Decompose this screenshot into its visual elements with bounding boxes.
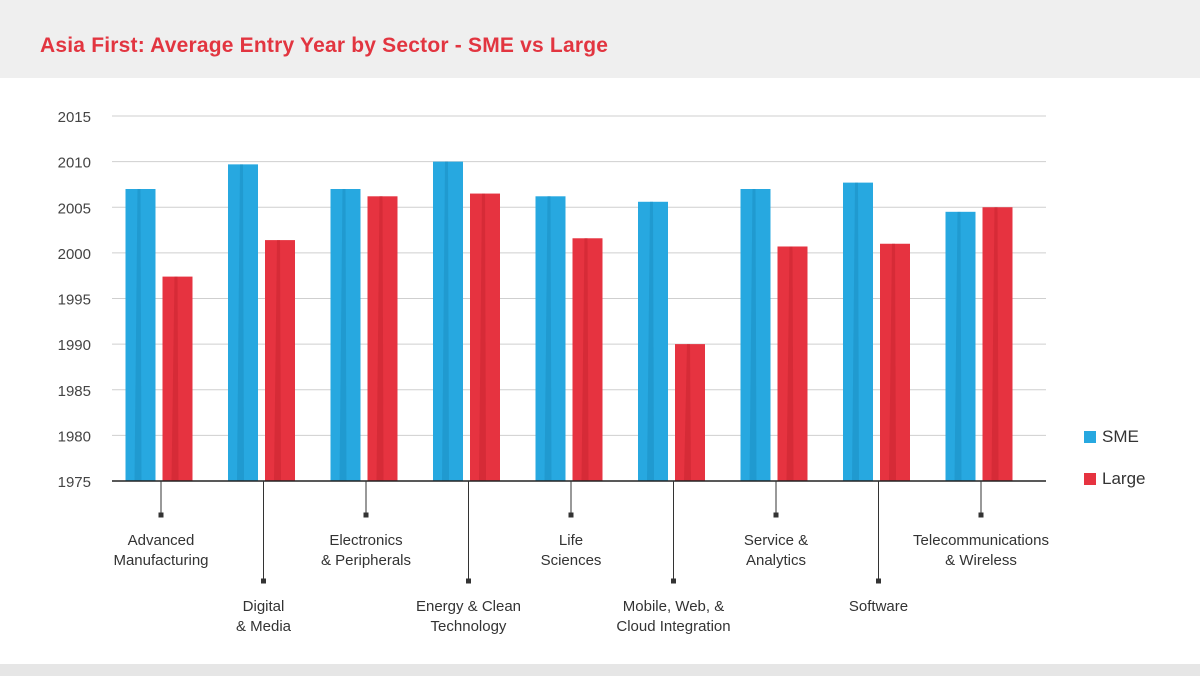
- bar-sme: [843, 182, 873, 482]
- x-tick-label: Digital & Media: [236, 598, 292, 635]
- x-label-marker: [671, 578, 676, 584]
- y-tick-label: 1990: [58, 337, 91, 354]
- bar-sme: [945, 211, 976, 481]
- x-label-marker: [158, 512, 164, 518]
- y-tick-label: 2015: [58, 109, 91, 126]
- x-tick-label: Telecommunications & Wireless: [913, 532, 1049, 569]
- bar-large: [265, 240, 295, 481]
- x-label-marker: [466, 578, 471, 584]
- chart-title: Asia First: Average Entry Year by Sector…: [40, 34, 609, 57]
- bar-sme: [228, 164, 258, 482]
- title-bar: Asia First: Average Entry Year by Sector…: [0, 0, 1200, 78]
- x-tick-label: Advanced Manufacturing: [113, 532, 208, 569]
- y-tick-label: 1985: [58, 383, 91, 400]
- bars: [125, 161, 1013, 482]
- y-axis-ticks: 2015 2010 2005 2000 1995 1990 1985 1980 1975: [58, 109, 91, 491]
- bar-large: [675, 344, 705, 481]
- x-tick-label: Life Sciences: [541, 532, 602, 569]
- legend-label-large: Large: [1102, 469, 1146, 488]
- legend-label-sme: SME: [1102, 427, 1139, 446]
- legend-item-large: Large: [1084, 469, 1145, 489]
- x-label-marker: [876, 578, 881, 584]
- y-tick-label: 1975: [58, 474, 91, 491]
- legend-item-sme: SME: [1084, 427, 1139, 447]
- bar-sme: [433, 161, 463, 481]
- bar-sme: [125, 189, 156, 481]
- bar-large: [572, 238, 603, 481]
- bar-sme: [638, 201, 668, 481]
- legend-swatch-large: [1084, 473, 1096, 485]
- bar-large: [470, 193, 500, 481]
- footer-bar: [0, 664, 1200, 676]
- y-tick-label: 2010: [58, 155, 91, 172]
- x-tick-label: Electronics & Peripherals: [321, 532, 411, 569]
- y-tick-label: 2005: [58, 200, 91, 217]
- x-tick-label: Mobile, Web, & Cloud Integration: [616, 598, 730, 635]
- bar-large: [162, 276, 193, 481]
- bar-sme: [330, 189, 361, 481]
- y-tick-label: 2000: [58, 246, 91, 263]
- y-tick-label: 1980: [58, 428, 91, 445]
- x-label-marker: [363, 512, 369, 518]
- x-tick-label: Software: [849, 598, 908, 615]
- x-label-marker: [773, 512, 779, 518]
- bar-large: [880, 243, 910, 481]
- x-label-marker: [978, 512, 984, 518]
- x-tick-label: Energy & Clean Technology: [416, 598, 521, 635]
- bar-large: [982, 207, 1013, 481]
- y-tick-label: 1995: [58, 292, 91, 309]
- x-tick-label: Service & Analytics: [744, 532, 808, 569]
- x-label-marker: [261, 578, 266, 584]
- bar-large: [367, 196, 398, 482]
- x-axis-labels: Advanced Manufacturing Digital & Media Elect…: [113, 481, 1049, 635]
- bar-large: [777, 246, 808, 481]
- bar-sme: [535, 196, 566, 482]
- x-label-marker: [568, 512, 574, 518]
- legend-swatch-sme: [1084, 431, 1096, 443]
- bar-sme: [740, 189, 771, 481]
